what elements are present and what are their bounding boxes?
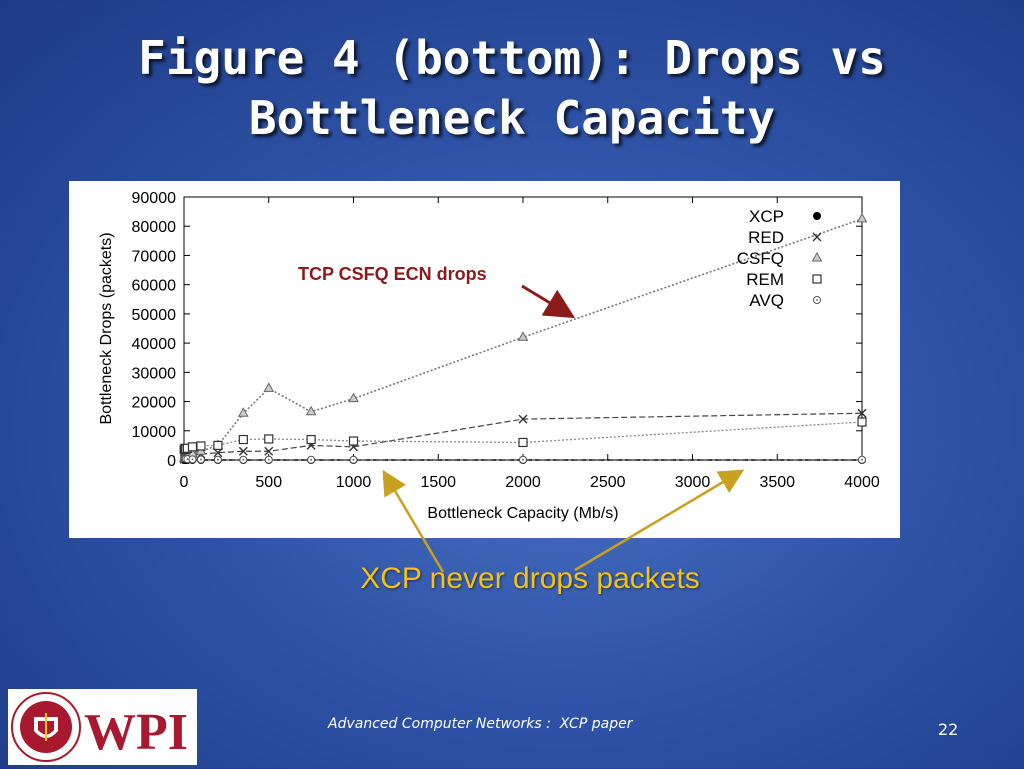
y-tick-label: 80000 bbox=[132, 219, 177, 236]
data-point bbox=[857, 417, 867, 427]
data-point bbox=[518, 414, 528, 424]
y-tick-label: 10000 bbox=[132, 424, 177, 441]
data-point-center bbox=[522, 458, 524, 461]
x-axis-label: Bottleneck Capacity (Mb/s) bbox=[427, 505, 618, 522]
y-tick-label: 90000 bbox=[132, 190, 177, 207]
data-point-center bbox=[310, 458, 313, 461]
slide-caption: XCP never drops packets bbox=[360, 562, 700, 595]
data-point bbox=[196, 441, 206, 451]
x-tick-label: 3500 bbox=[759, 474, 795, 491]
series-line bbox=[183, 412, 863, 460]
data-point bbox=[812, 232, 822, 242]
x-tick-label: 500 bbox=[255, 474, 282, 491]
drops-vs-capacity-chart: 0100002000030000400005000060000700008000… bbox=[98, 190, 880, 522]
data-point-center bbox=[267, 458, 270, 461]
data-point bbox=[856, 212, 868, 223]
data-point-center bbox=[191, 458, 194, 461]
footer-text: Advanced Computer Networks : XCP paper bbox=[328, 716, 633, 732]
data-point-center bbox=[816, 299, 818, 301]
legend-label: XCP bbox=[749, 207, 784, 226]
y-tick-label: 70000 bbox=[132, 248, 177, 265]
y-tick-label: 60000 bbox=[132, 278, 177, 295]
data-point bbox=[305, 405, 317, 416]
data-point bbox=[348, 392, 359, 403]
x-tick-label: 0 bbox=[180, 474, 189, 491]
x-tick-label: 1000 bbox=[336, 474, 372, 491]
data-point bbox=[813, 212, 821, 220]
data-point bbox=[812, 274, 822, 284]
data-point bbox=[237, 407, 249, 417]
x-tick-label: 1500 bbox=[420, 474, 456, 491]
data-point-center bbox=[200, 458, 202, 461]
data-point-center bbox=[186, 458, 189, 461]
legend-label: RED bbox=[748, 228, 784, 247]
x-tick-label: 2000 bbox=[505, 474, 541, 491]
data-point bbox=[518, 437, 528, 448]
x-tick-label: 3000 bbox=[675, 474, 711, 491]
series-avq bbox=[180, 454, 866, 464]
logo-text: WPI bbox=[84, 704, 188, 761]
y-tick-label: 40000 bbox=[132, 336, 177, 353]
y-tick-label: 30000 bbox=[132, 365, 177, 382]
legend: XCP RED CSFQ REM AVQ bbox=[737, 207, 823, 310]
legend-label: CSFQ bbox=[737, 249, 784, 268]
chart-panel: 0 10000 20000 30000 40000 50000 60000 70000 8000… bbox=[69, 181, 900, 538]
data-point bbox=[517, 331, 529, 341]
data-point-center bbox=[352, 458, 355, 461]
data-point-center bbox=[217, 458, 219, 461]
data-point-center bbox=[861, 458, 863, 461]
slide-title-line-1: Figure 4 (bottom): Drops vs bbox=[138, 31, 886, 85]
data-point bbox=[238, 434, 248, 445]
data-point bbox=[811, 251, 823, 262]
series-rem bbox=[179, 417, 867, 455]
data-point bbox=[263, 382, 275, 392]
y-tick-label: 20000 bbox=[132, 395, 177, 412]
data-point bbox=[213, 440, 223, 450]
slide-title-line-2: Bottleneck Capacity bbox=[248, 91, 776, 145]
x-tick-label: 2500 bbox=[590, 474, 626, 491]
y-axis-label: Bottleneck Drops (packets) bbox=[98, 232, 115, 424]
data-point bbox=[213, 448, 223, 458]
data-point bbox=[264, 434, 274, 444]
data-point bbox=[348, 436, 359, 446]
legend-label: AVQ bbox=[749, 291, 784, 310]
y-tick-label: 0 bbox=[167, 453, 176, 470]
wpi-logo: WPI bbox=[8, 689, 197, 765]
data-point bbox=[238, 446, 248, 456]
slide-title: Figure 4 (bottom): Drops vs Bottleneck C… bbox=[0, 28, 1024, 148]
data-point bbox=[187, 442, 198, 452]
x-tick-label: 4000 bbox=[844, 474, 880, 491]
data-point-center bbox=[242, 458, 245, 461]
data-point bbox=[857, 408, 867, 418]
data-point bbox=[306, 434, 316, 445]
page-number: 22 bbox=[938, 720, 959, 739]
legend-label: REM bbox=[746, 270, 784, 289]
y-tick-label: 50000 bbox=[132, 307, 177, 324]
data-point bbox=[264, 446, 274, 456]
